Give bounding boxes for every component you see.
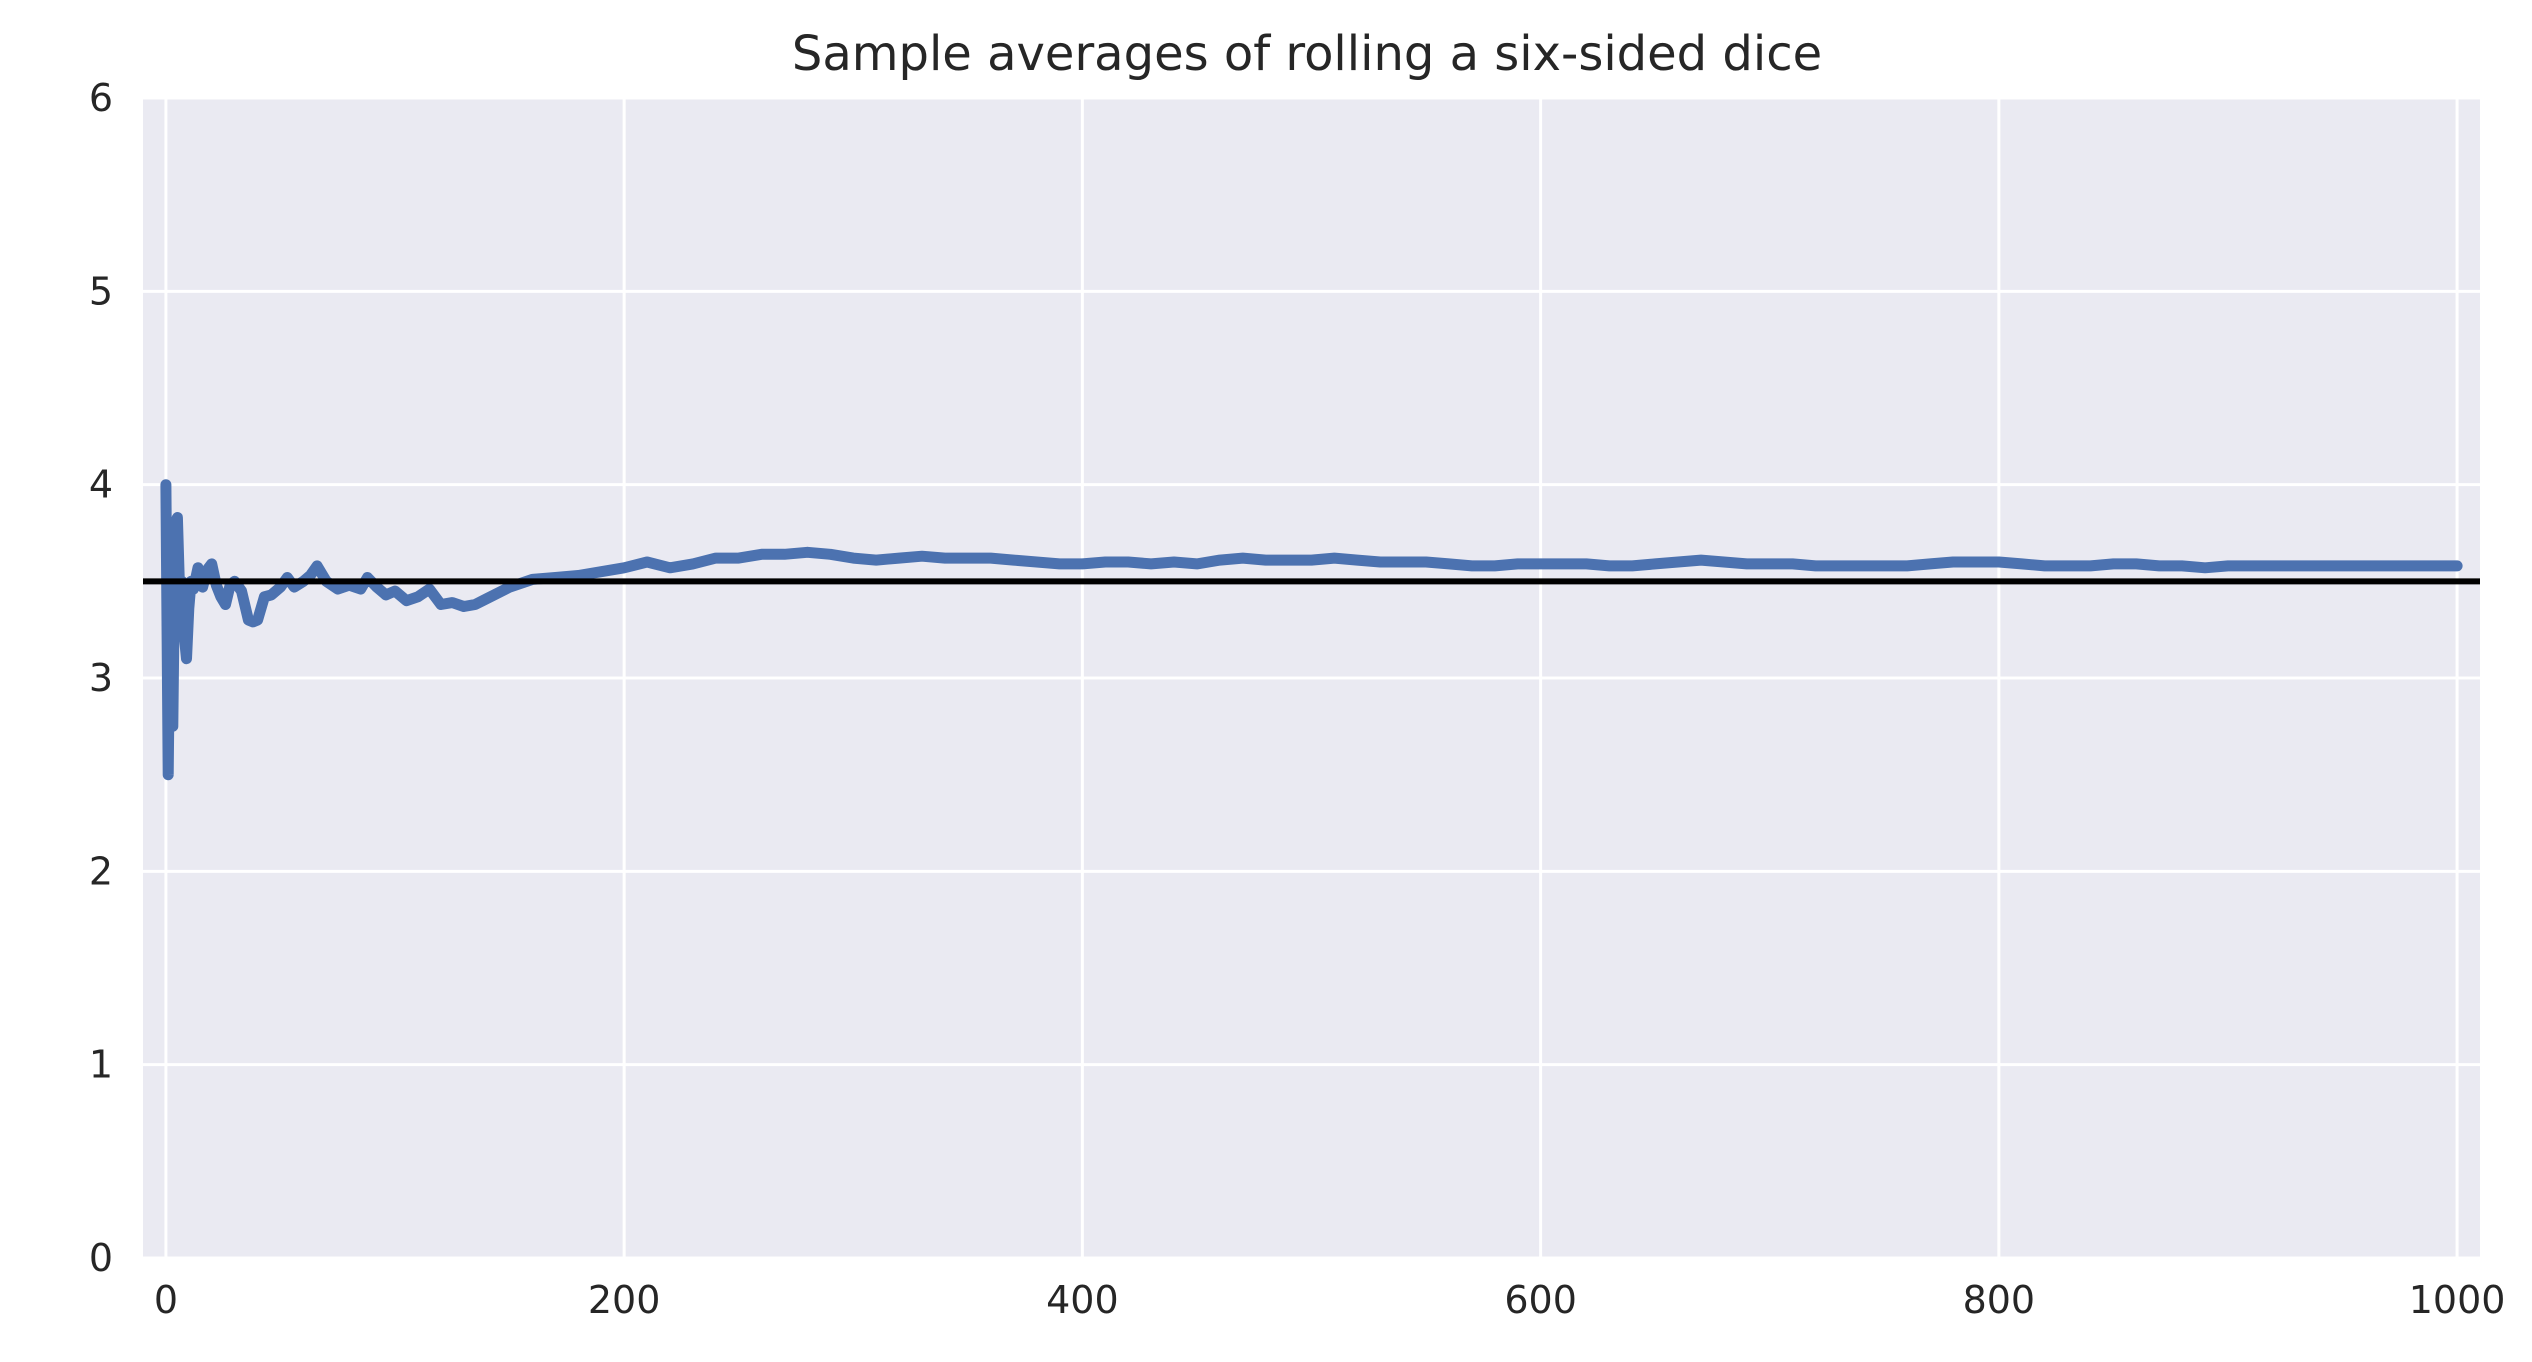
y-tick-label: 2	[89, 849, 113, 893]
y-axis-ticks: 0 1 2 3 4 5 6	[89, 76, 113, 1280]
chart-title: Sample averages of rolling a six-sided d…	[792, 26, 1822, 82]
x-tick-label: 1000	[2409, 1278, 2506, 1322]
y-tick-label: 4	[89, 463, 113, 507]
x-tick-label: 0	[154, 1278, 178, 1322]
y-tick-label: 3	[89, 656, 113, 700]
y-tick-label: 5	[89, 269, 113, 313]
x-axis-ticks: 0 200 400 600 800 1000	[154, 1278, 2506, 1322]
gridlines	[143, 96, 2480, 1260]
x-tick-label: 600	[1504, 1278, 1577, 1322]
y-tick-label: 6	[89, 76, 113, 120]
y-tick-label: 1	[89, 1043, 113, 1087]
y-tick-label: 0	[89, 1236, 113, 1280]
x-tick-label: 400	[1046, 1278, 1119, 1322]
x-tick-label: 800	[1963, 1278, 2036, 1322]
x-tick-label: 200	[588, 1278, 661, 1322]
series-line-sample-average	[160, 479, 2463, 781]
series-layer	[160, 479, 2463, 781]
